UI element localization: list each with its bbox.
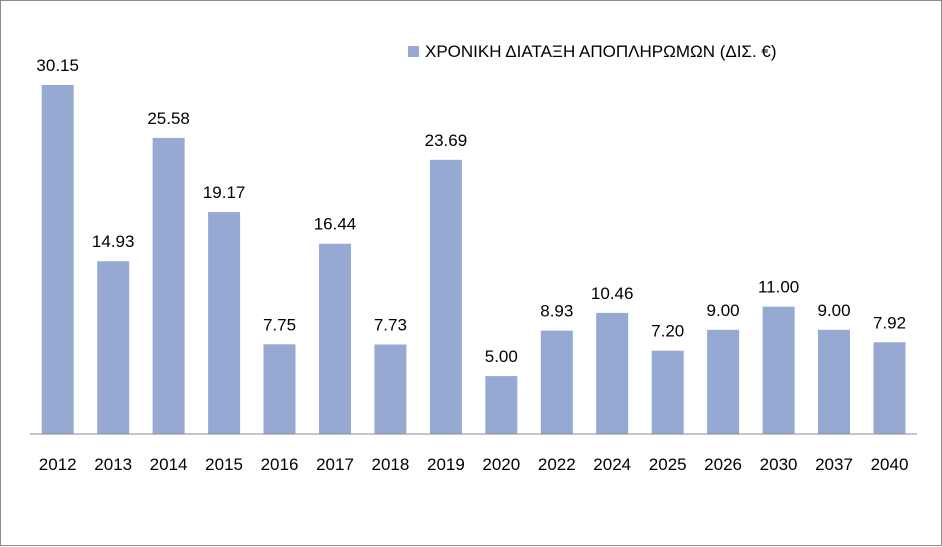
bar-2022 [540,330,573,434]
value-label-2025: 7.20 [651,322,684,341]
bar-2024 [596,312,629,434]
bar-2040 [873,342,906,434]
value-label-2019: 23.69 [425,131,468,150]
x-tick-label-2015: 2015 [205,455,243,474]
x-tick-label-2017: 2017 [316,455,354,474]
bars-group [41,85,906,435]
x-tick-label-2022: 2022 [538,455,576,474]
value-label-2017: 16.44 [314,215,357,234]
value-label-2020: 5.00 [485,347,518,366]
bar-2013 [97,261,130,434]
x-tick-label-2016: 2016 [261,455,299,474]
x-tick-label-2012: 2012 [39,455,77,474]
value-label-2030: 11.00 [758,278,799,297]
x-tick-label-2020: 2020 [482,455,520,474]
bar-2025 [651,350,684,434]
x-tick-label-2014: 2014 [150,455,188,474]
bar-2015 [208,212,241,434]
bar-2014 [152,137,185,434]
legend-swatch [408,46,419,57]
x-tick-label-2037: 2037 [815,455,853,474]
value-label-2026: 9.00 [707,301,740,320]
x-tick-labels-group: 2012 2013 2014 2015 2016 2017 2018 2019 2020 2022… [39,455,909,474]
bar-2030 [762,306,795,434]
value-label-2040: 7.92 [873,313,906,332]
bar-2017 [319,243,351,434]
x-tick-label-2040: 2040 [871,455,909,474]
x-tick-label-2024: 2024 [593,455,631,474]
legend: ΧΡΟΝΙΚΗ ΔΙΑΤΑΞΗ ΑΠΟΠΛΗΡΩΜΩΝ (ΔΙΣ. €) [408,42,777,61]
bar-2019 [429,159,462,435]
bar-2026 [707,329,740,434]
legend-label: ΧΡΟΝΙΚΗ ΔΙΑΤΑΞΗ ΑΠΟΠΛΗΡΩΜΩΝ (ΔΙΣ. €) [425,42,777,61]
x-tick-label-2013: 2013 [94,455,132,474]
value-label-2014: 25.58 [147,109,190,128]
value-label-2016: 7.75 [263,315,296,334]
value-label-2015: 19.17 [203,183,246,202]
bar-2020 [485,376,518,434]
bar-2016 [263,344,296,434]
value-label-2012: 30.15 [36,56,79,75]
x-tick-label-2025: 2025 [649,455,687,474]
bar-2012 [41,85,74,434]
value-label-2037: 9.00 [817,301,850,320]
x-tick-label-2018: 2018 [371,455,409,474]
x-tick-label-2026: 2026 [704,455,742,474]
x-tick-label-2019: 2019 [427,455,465,474]
bar-2037 [818,329,850,434]
x-tick-label-2030: 2030 [760,455,798,474]
value-label-2024: 10.46 [591,284,634,303]
value-labels-group: 30.15 14.93 25.58 19.17 7.75 16.44 7.73 23.69 5.… [36,56,906,366]
value-label-2022: 8.93 [540,302,573,321]
bar-2018 [374,344,407,434]
value-label-2018: 7.73 [374,316,407,335]
value-label-2013: 14.93 [92,232,135,251]
